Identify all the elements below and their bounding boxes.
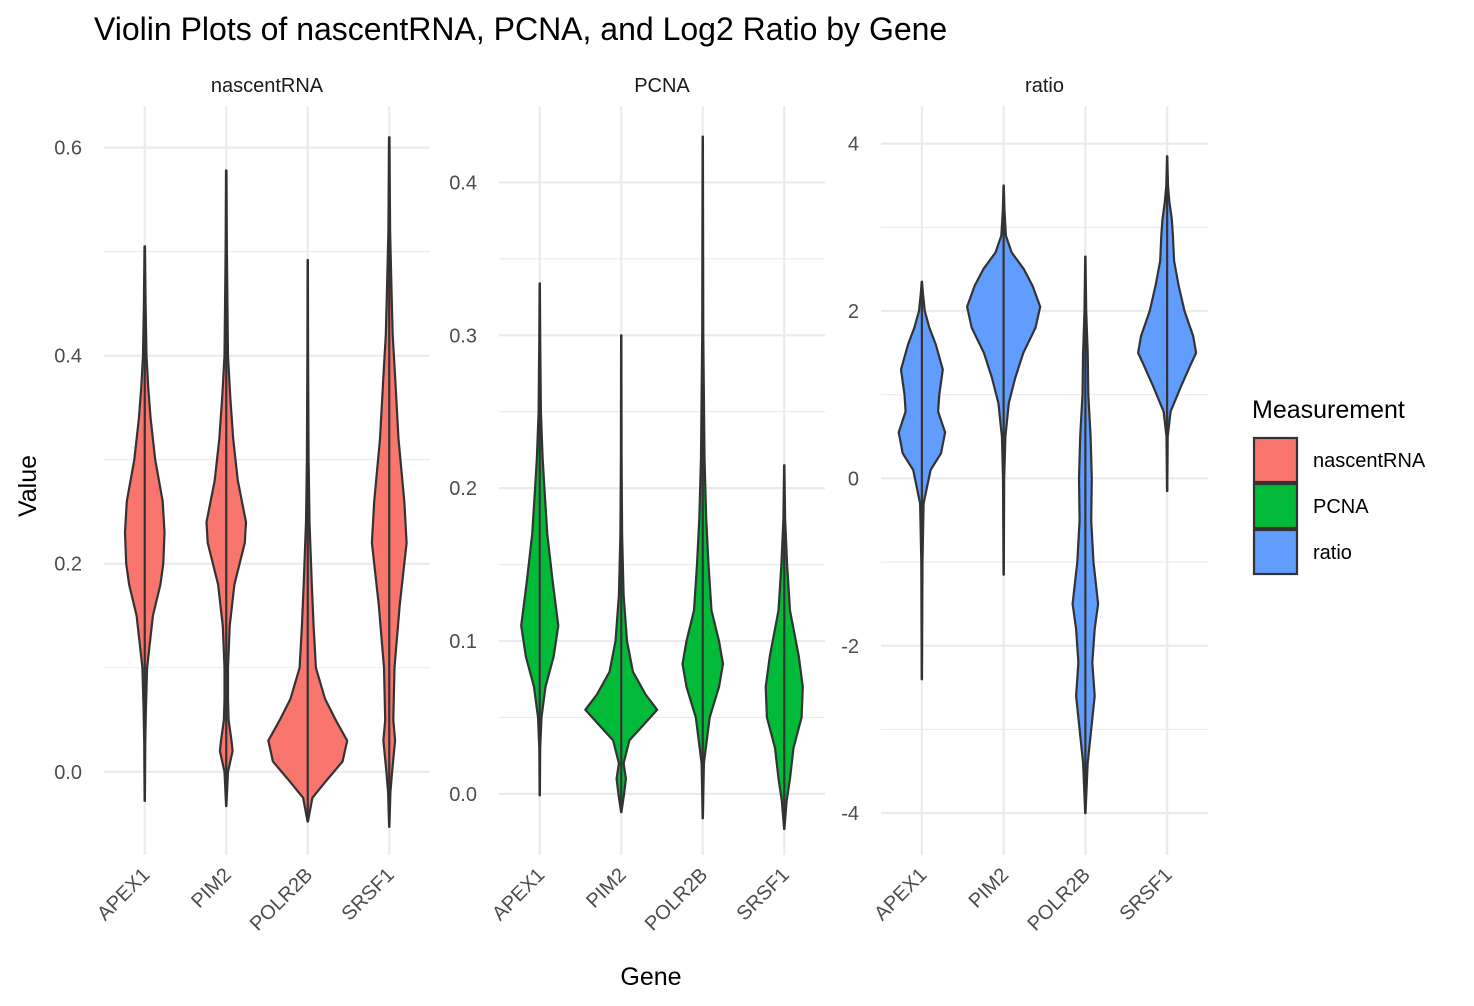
violin-ratio-srsf1	[1137, 155, 1198, 493]
legend-label: PCNA	[1313, 496, 1369, 518]
legend-label: ratio	[1313, 542, 1352, 564]
y-tick-label: 0	[848, 468, 859, 490]
legend-swatch	[1252, 528, 1299, 576]
y-tick-label: 0.4	[449, 172, 477, 194]
facet-strip-ratio: ratio	[1025, 75, 1064, 97]
y-tick-label: 0.2	[54, 554, 82, 576]
legend-title: Measurement	[1252, 396, 1405, 424]
panel-nascentrna: 0.0 0.2 0.4 0.6 nascentRNA APEX1 PIM2 POLR2B SRS…	[54, 75, 430, 935]
y-tick-label: -4	[841, 803, 859, 825]
legend-swatch	[1252, 436, 1299, 484]
violin-pcna-apex1	[520, 282, 560, 797]
x-tick-label: PIM2	[582, 864, 631, 913]
x-tick-label: POLR2B	[641, 864, 712, 935]
facet-strip-nascentrna: nascentRNA	[211, 75, 324, 97]
legend-entry-nascentrna: nascentRNA	[1252, 436, 1426, 484]
legend-entry-ratio: ratio	[1252, 528, 1352, 576]
x-tick-label: APEX1	[870, 864, 931, 925]
violin-nascentrna-apex1	[123, 245, 166, 802]
x-tick-label: SRSF1	[338, 864, 399, 925]
violin-ratio-apex1	[897, 280, 947, 681]
y-tick-label: 4	[848, 134, 859, 156]
legend: Measurement nascentRNA PCNA ratio	[1252, 396, 1426, 576]
violin-pcna-polr2b	[681, 135, 725, 820]
violin-ratio-pim2	[966, 184, 1042, 576]
x-tick-label: POLR2B	[1024, 864, 1095, 935]
x-tick-label: PIM2	[965, 864, 1014, 913]
x-tick-label: POLR2B	[246, 864, 317, 935]
violin-nascentrna-pim2	[205, 169, 248, 808]
legend-entry-pcna: PCNA	[1252, 482, 1369, 530]
y-tick-label: -2	[841, 636, 859, 658]
y-tick-label: 0.6	[54, 138, 82, 160]
y-tick-label: 0.1	[449, 631, 477, 653]
y-tick-label: 0.2	[449, 478, 477, 500]
x-tick-label: SRSF1	[733, 864, 794, 925]
panel-ratio: -4 -2 0 2 4 ratio APEX1 PIM2 POLR2B SRSF1	[841, 75, 1208, 935]
violin-pcna-pim2	[584, 334, 659, 814]
x-axis-title: Gene	[620, 963, 681, 991]
y-tick-label: 2	[848, 301, 859, 323]
chart-title: Violin Plots of nascentRNA, PCNA, and Lo…	[94, 11, 947, 47]
y-axis-title: Value	[14, 455, 42, 517]
x-tick-label: APEX1	[488, 864, 549, 925]
y-tick-label: 0.0	[449, 784, 477, 806]
violin-ratio-polr2b	[1071, 255, 1100, 815]
x-tick-label: APEX1	[93, 864, 154, 925]
facet-strip-pcna: PCNA	[634, 75, 690, 97]
violin-nascentrna-polr2b	[267, 258, 349, 823]
legend-label: nascentRNA	[1313, 450, 1426, 472]
legend-swatch	[1252, 482, 1299, 530]
x-tick-label: SRSF1	[1116, 864, 1177, 925]
panel-pcna: 0.0 0.1 0.2 0.3 0.4 PCNA APEX1 PIM2 POLR2B SRSF1	[449, 75, 825, 935]
y-tick-label: 0.0	[54, 762, 82, 784]
y-tick-label: 0.3	[449, 325, 477, 347]
x-tick-label: PIM2	[187, 864, 236, 913]
violin-pcna-srsf1	[764, 464, 804, 831]
y-tick-label: 0.4	[54, 346, 82, 368]
violin-nascentrna-srsf1	[370, 136, 408, 828]
